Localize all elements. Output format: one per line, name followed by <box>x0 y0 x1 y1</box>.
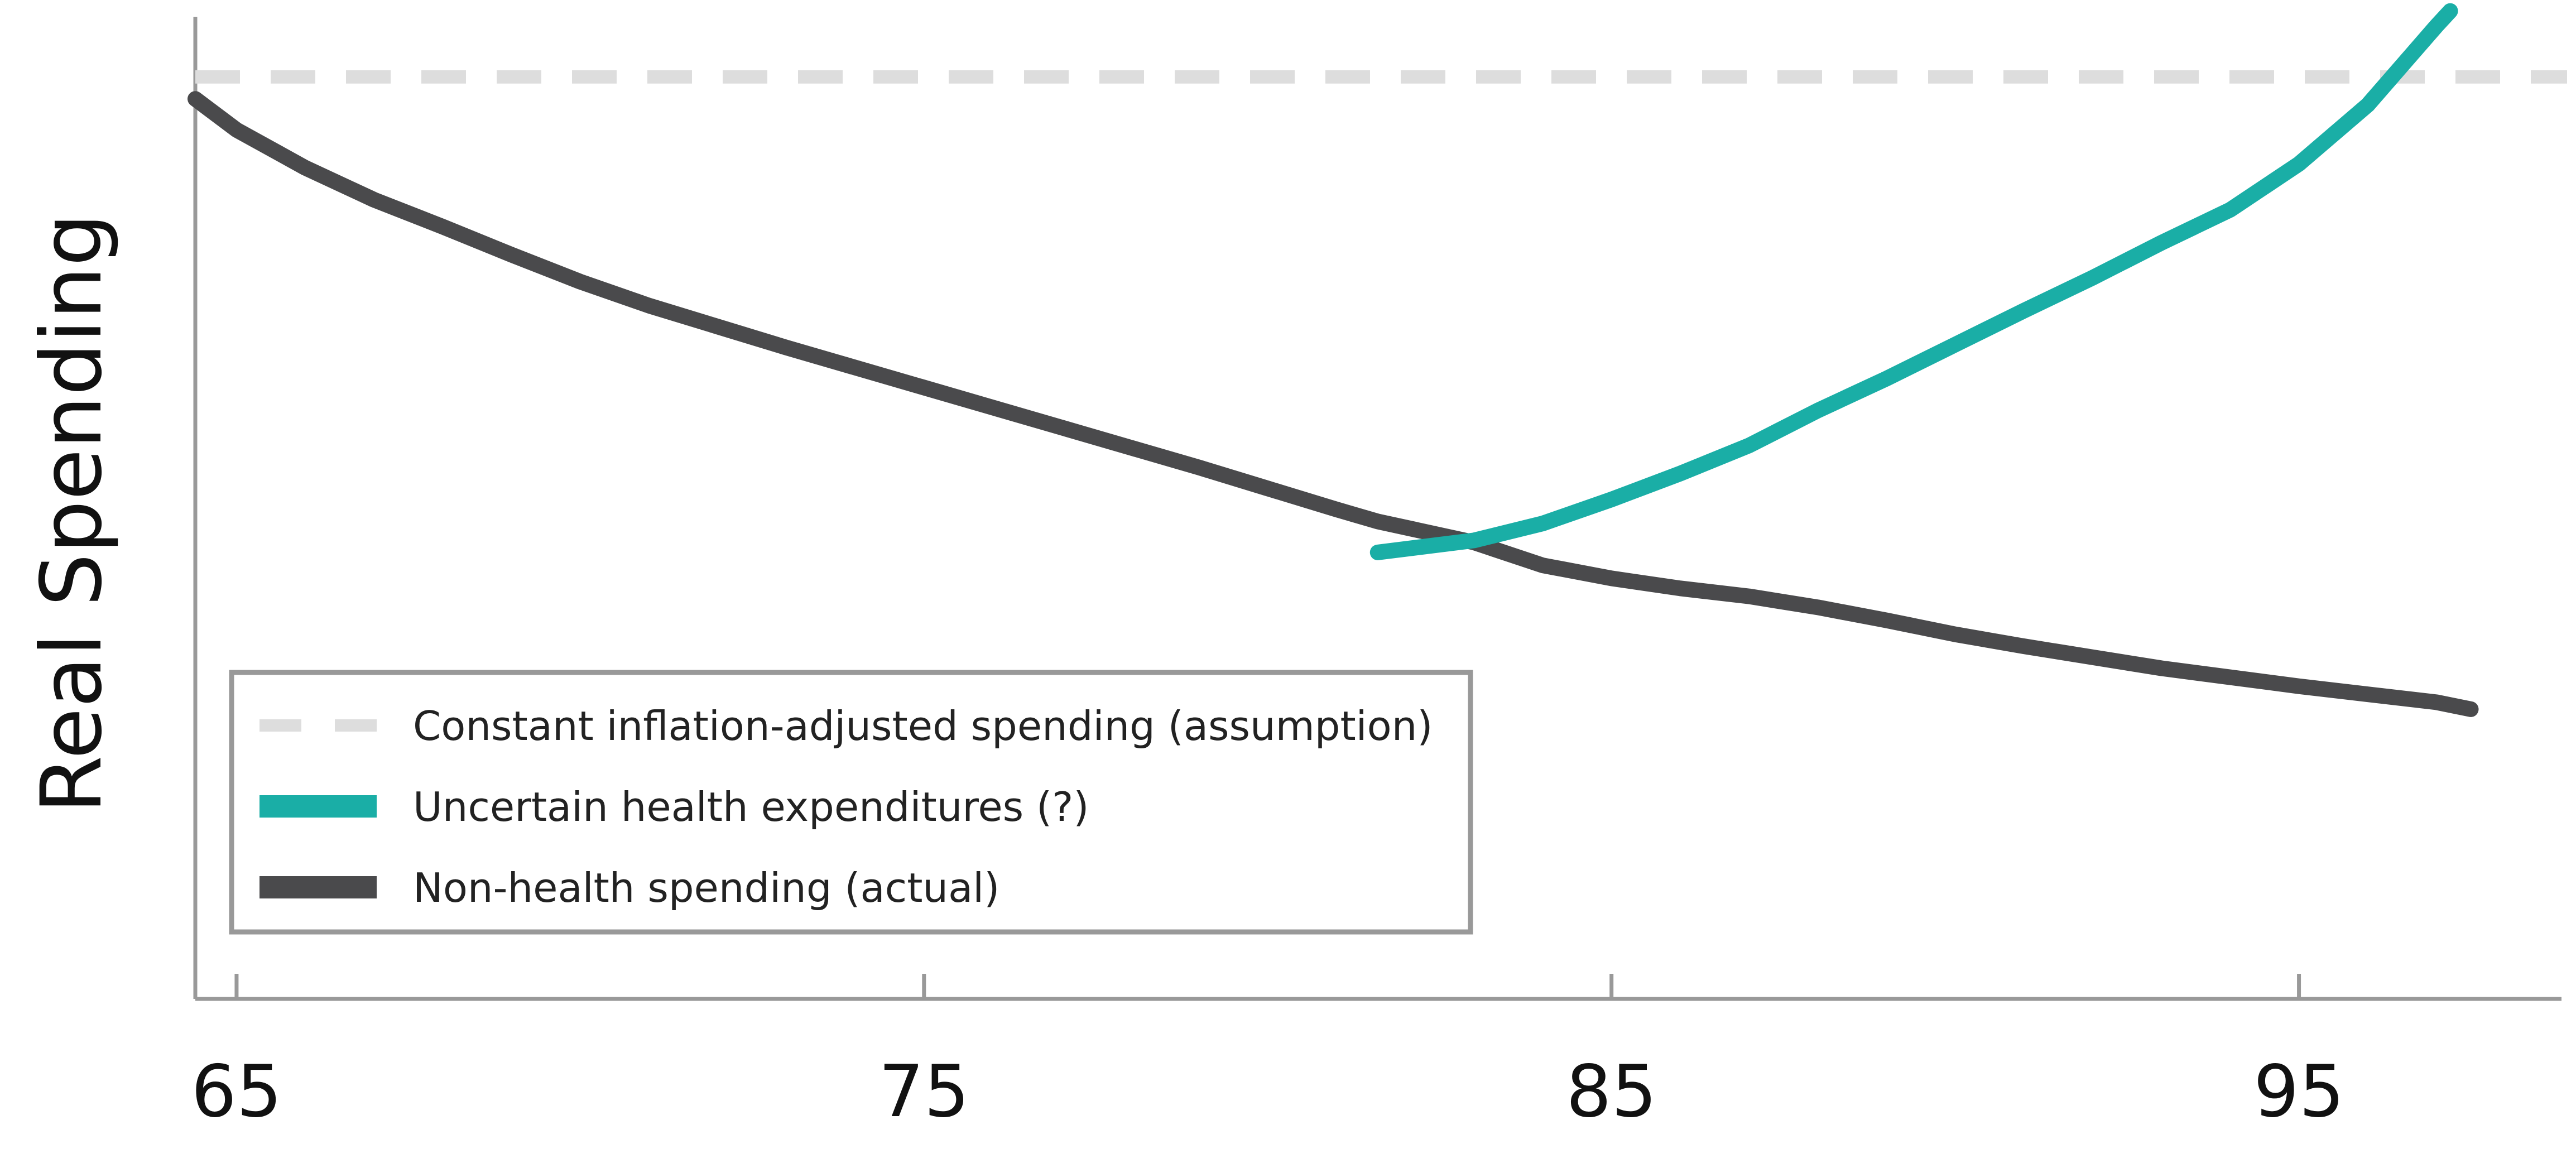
legend: Constant inflation-adjusted spending (as… <box>229 670 1473 935</box>
x-tick-label-85: 85 <box>1566 1050 1657 1133</box>
legend-box <box>229 670 1473 935</box>
series-group <box>188 3 2567 717</box>
series-line-health <box>1369 3 2458 560</box>
x-tick-label-65: 65 <box>191 1050 282 1133</box>
x-tick-label-95: 95 <box>2253 1050 2344 1133</box>
legend-label-nonhealth: Non-health spending (actual) <box>413 864 999 911</box>
legend-label-constant: Constant inflation-adjusted spending (as… <box>413 703 1433 749</box>
series-line-nonhealth <box>188 91 2479 717</box>
x-tick-labels: 65 75 85 95 <box>191 1050 2344 1133</box>
x-tick-label-75: 75 <box>878 1050 969 1133</box>
legend-label-health: Uncertain health expenditures (?) <box>413 784 1089 830</box>
y-axis-title: Real Spending <box>23 213 121 814</box>
axes <box>193 17 2561 1001</box>
